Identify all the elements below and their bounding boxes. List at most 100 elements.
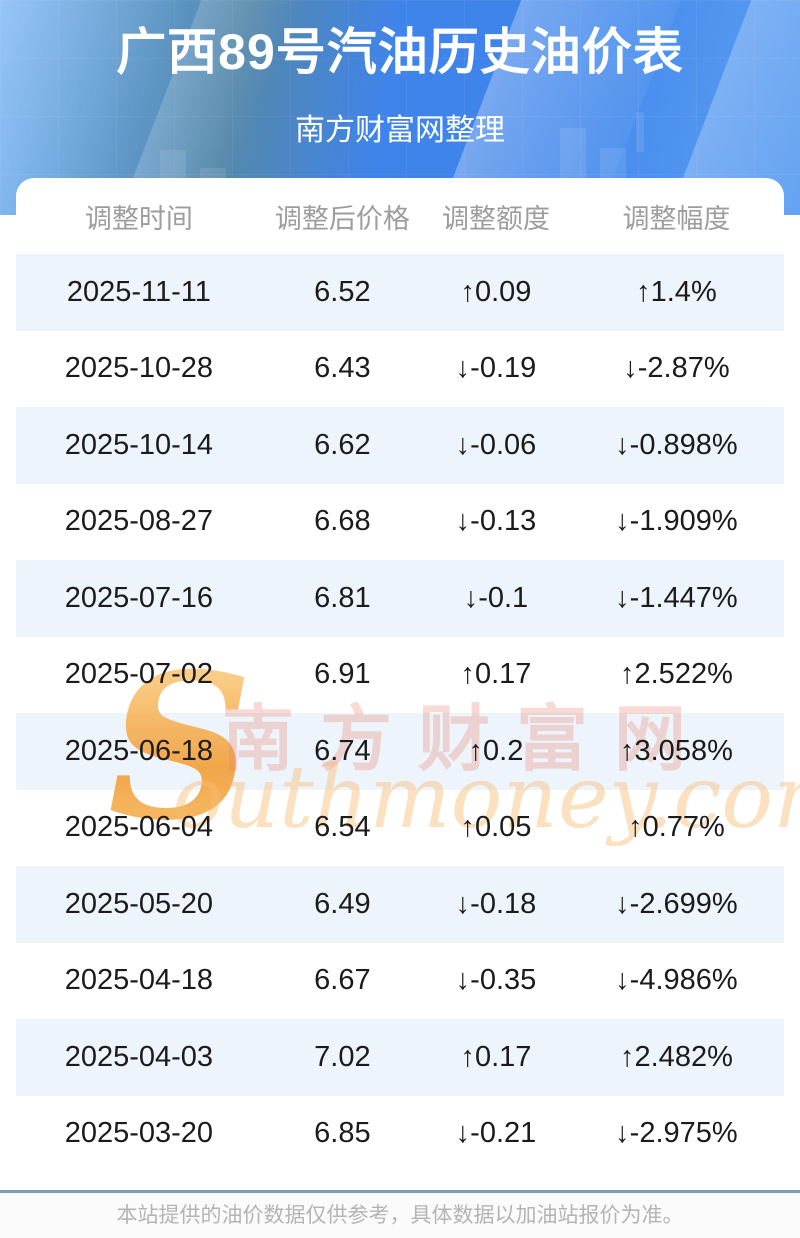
table-row: 2025-05-20 6.49 ↓-0.18 ↓-2.699% bbox=[16, 866, 784, 943]
cell-adjust-date: 2025-04-18 bbox=[16, 964, 262, 997]
cell-price-after: 6.62 bbox=[262, 429, 423, 462]
cell-adjust-amount: ↓-0.13 bbox=[423, 505, 569, 538]
col-header-adjust-time: 调整时间 bbox=[84, 203, 193, 234]
adjust-range: 2.482% bbox=[634, 1040, 733, 1073]
price-after: 6.74 bbox=[314, 734, 371, 767]
cell-price-after: 6.49 bbox=[262, 888, 423, 921]
adjust-range: 0.77% bbox=[642, 811, 725, 844]
price-table-card: 调整时间 调整后价格 调整额度 调整幅度 2025-11-11 6.52 ↑0.… bbox=[16, 178, 784, 1172]
cell-adjust-date: 2025-10-28 bbox=[16, 352, 262, 385]
trend-arrow-icon: ↓ bbox=[623, 352, 638, 385]
cell-adjust-amount: ↓-0.19 bbox=[423, 352, 569, 385]
adjust-range: 3.058% bbox=[634, 734, 733, 767]
page-title: 广西89号汽油历史油价表 bbox=[116, 24, 684, 80]
adjust-date: 2025-10-14 bbox=[64, 428, 214, 461]
cell-adjust-date: 2025-06-04 bbox=[16, 811, 262, 844]
trend-arrow-icon: ↓ bbox=[615, 964, 630, 997]
table-header-row: 调整时间 调整后价格 调整额度 调整幅度 bbox=[16, 178, 784, 254]
footer-disclaimer: 本站提供的油价数据仅供参考，具体数据以加油站报价为准。 bbox=[116, 1204, 684, 1227]
col-header-price-after: 调整后价格 bbox=[274, 203, 410, 234]
trend-arrow-icon: ↑ bbox=[620, 734, 635, 767]
adjust-range: -2.699% bbox=[629, 887, 738, 920]
trend-arrow-icon: ↑ bbox=[636, 275, 651, 308]
price-after: 6.52 bbox=[314, 275, 371, 308]
table-row: 2025-04-18 6.67 ↓-0.35 ↓-4.986% bbox=[16, 943, 784, 1020]
cell-adjust-range: ↓-0.898% bbox=[569, 429, 784, 462]
table-row: 2025-10-28 6.43 ↓-0.19 ↓-2.87% bbox=[16, 331, 784, 408]
price-after: 6.81 bbox=[314, 581, 371, 614]
cell-price-after: 6.54 bbox=[262, 811, 423, 844]
cell-price-after: 6.81 bbox=[262, 582, 423, 615]
table-row: 2025-08-27 6.68 ↓-0.13 ↓-1.909% bbox=[16, 484, 784, 561]
cell-adjust-range: ↓-2.975% bbox=[569, 1117, 784, 1150]
cell-price-after: 6.74 bbox=[262, 735, 423, 768]
table-row: 2025-10-14 6.62 ↓-0.06 ↓-0.898% bbox=[16, 407, 784, 484]
footer: 本站提供的油价数据仅供参考，具体数据以加油站报价为准。 bbox=[0, 1190, 800, 1238]
cell-adjust-amount: ↑0.05 bbox=[423, 811, 569, 844]
trend-arrow-icon: ↑ bbox=[460, 811, 475, 844]
cell-adjust-range: ↑2.482% bbox=[569, 1041, 784, 1074]
trend-arrow-icon: ↓ bbox=[615, 887, 630, 920]
cell-adjust-amount: ↓-0.18 bbox=[423, 888, 569, 921]
trend-arrow-icon: ↓ bbox=[615, 581, 630, 614]
cell-adjust-amount: ↑0.09 bbox=[423, 276, 569, 309]
cell-adjust-date: 2025-03-20 bbox=[16, 1117, 262, 1150]
adjust-date: 2025-04-03 bbox=[64, 1040, 214, 1073]
cell-adjust-range: ↑1.4% bbox=[569, 276, 784, 309]
trend-arrow-icon: ↓ bbox=[615, 428, 630, 461]
cell-adjust-date: 2025-08-27 bbox=[16, 505, 262, 538]
cell-adjust-amount: ↑0.17 bbox=[423, 1041, 569, 1074]
table-body: 2025-11-11 6.52 ↑0.09 ↑1.4% 2025-10-28 6… bbox=[16, 254, 784, 1172]
page-subtitle: 南方财富网整理 bbox=[295, 113, 505, 147]
table-row: 2025-07-16 6.81 ↓-0.1 ↓-1.447% bbox=[16, 560, 784, 637]
price-after: 6.62 bbox=[314, 428, 371, 461]
adjust-range: 2.522% bbox=[634, 658, 733, 691]
cell-price-after: 7.02 bbox=[262, 1041, 423, 1074]
trend-arrow-icon: ↑ bbox=[460, 658, 475, 691]
adjust-amount: -0.19 bbox=[470, 352, 537, 385]
adjust-range: -2.975% bbox=[629, 1117, 738, 1150]
cell-price-after: 6.67 bbox=[262, 964, 423, 997]
price-after: 6.54 bbox=[314, 811, 371, 844]
cell-adjust-range: ↑3.058% bbox=[569, 735, 784, 768]
cell-price-after: 6.43 bbox=[262, 352, 423, 385]
table-row: 2025-11-11 6.52 ↑0.09 ↑1.4% bbox=[16, 254, 784, 331]
cell-adjust-range: ↓-4.986% bbox=[569, 964, 784, 997]
trend-arrow-icon: ↑ bbox=[460, 1040, 475, 1073]
adjust-range: 1.4% bbox=[650, 275, 717, 308]
adjust-amount: 0.17 bbox=[474, 1040, 532, 1073]
adjust-amount: 0.17 bbox=[474, 658, 532, 691]
table-row: 2025-03-20 6.85 ↓-0.21 ↓-2.975% bbox=[16, 1096, 784, 1173]
col-header-adjust-amount: 调整额度 bbox=[441, 203, 550, 234]
cell-adjust-date: 2025-04-03 bbox=[16, 1041, 262, 1074]
adjust-date: 2025-06-18 bbox=[64, 734, 214, 767]
trend-arrow-icon: ↑ bbox=[628, 811, 643, 844]
adjust-amount: -0.18 bbox=[470, 887, 537, 920]
price-after: 6.91 bbox=[314, 658, 371, 691]
cell-adjust-range: ↓-2.699% bbox=[569, 888, 784, 921]
trend-arrow-icon: ↓ bbox=[615, 505, 630, 538]
price-after: 7.02 bbox=[314, 1040, 371, 1073]
adjust-date: 2025-10-28 bbox=[64, 352, 214, 385]
cell-price-after: 6.52 bbox=[262, 276, 423, 309]
adjust-range: -0.898% bbox=[629, 428, 738, 461]
trend-arrow-icon: ↓ bbox=[455, 428, 471, 461]
adjust-amount: -0.13 bbox=[470, 505, 537, 538]
trend-arrow-icon: ↓ bbox=[455, 352, 471, 385]
cell-adjust-amount: ↑0.17 bbox=[423, 658, 569, 691]
trend-arrow-icon: ↑ bbox=[460, 275, 475, 308]
adjust-amount: -0.06 bbox=[470, 428, 537, 461]
cell-adjust-amount: ↓-0.1 bbox=[423, 582, 569, 615]
cell-price-after: 6.91 bbox=[262, 658, 423, 691]
cell-adjust-range: ↓-1.447% bbox=[569, 582, 784, 615]
adjust-date: 2025-07-02 bbox=[64, 658, 214, 691]
adjust-date: 2025-08-27 bbox=[64, 505, 214, 538]
table-row: 2025-07-02 6.91 ↑0.17 ↑ 2.522% bbox=[16, 637, 784, 714]
cell-adjust-date: 2025-10-14 bbox=[16, 429, 262, 462]
adjust-amount: 0.2 bbox=[483, 734, 524, 767]
table-row: 2025-06-04 6.54 ↑0.05 ↑0.77% bbox=[16, 790, 784, 867]
adjust-range: -2.87% bbox=[637, 352, 730, 385]
cell-adjust-amount: ↓-0.06 bbox=[423, 429, 569, 462]
col-header-adjust-range: 调整幅度 bbox=[622, 203, 731, 234]
trend-arrow-icon: ↑ bbox=[620, 1040, 635, 1073]
